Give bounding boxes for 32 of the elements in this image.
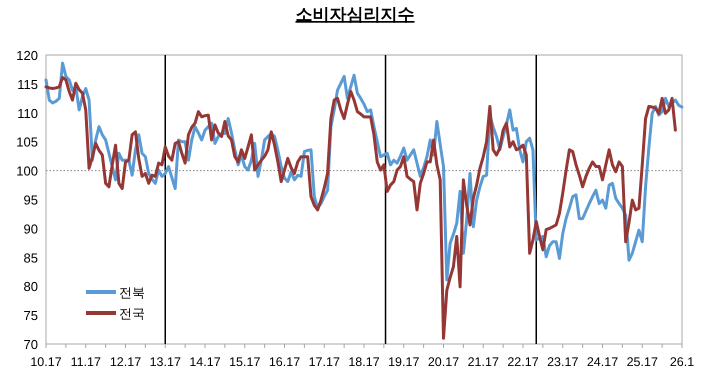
y-tick-label: 105: [16, 134, 38, 150]
legend-label: 전국: [119, 306, 145, 321]
chart-title: 소비자심리지수: [296, 5, 414, 24]
x-tick-label: 18.17: [348, 355, 380, 369]
y-tick-label: 70: [24, 337, 38, 352]
legend-label: 전북: [119, 285, 145, 300]
y-tick-label: 120: [16, 48, 38, 63]
x-tick-label: 16.17: [268, 355, 300, 369]
x-tick-label: 20.17: [428, 355, 460, 369]
x-tick-label: 23.17: [547, 355, 578, 369]
x-tick-label: 13.17: [150, 355, 181, 369]
x-tick-label: 26.1: [670, 355, 694, 369]
line-series: [44, 76, 677, 340]
y-tick-label: 75: [24, 308, 38, 324]
x-tick-label: 22.17: [507, 355, 539, 369]
x-tick-label: 14.17: [189, 355, 221, 369]
y-tick-label: 100: [16, 164, 38, 179]
y-tick-label: 80: [24, 279, 38, 294]
y-tick-label: 90: [24, 221, 38, 236]
x-tick-label: 21.17: [468, 355, 499, 369]
x-tick-label: 19.17: [388, 355, 420, 369]
x-tick-label: 10.17: [30, 355, 62, 369]
y-tick-label: 85: [24, 250, 38, 266]
y-tick-label: 95: [24, 192, 38, 208]
x-tick-label: 25.17: [626, 355, 658, 369]
x-tick-label: 11.17: [70, 355, 101, 369]
y-tick-label: 115: [17, 76, 38, 92]
x-tick-label: 15.17: [229, 355, 260, 369]
x-tick-label: 24.17: [586, 355, 618, 369]
y-tick-label: 110: [17, 106, 38, 121]
x-tick-label: 12.17: [110, 355, 142, 369]
x-tick-label: 17.17: [308, 355, 340, 369]
